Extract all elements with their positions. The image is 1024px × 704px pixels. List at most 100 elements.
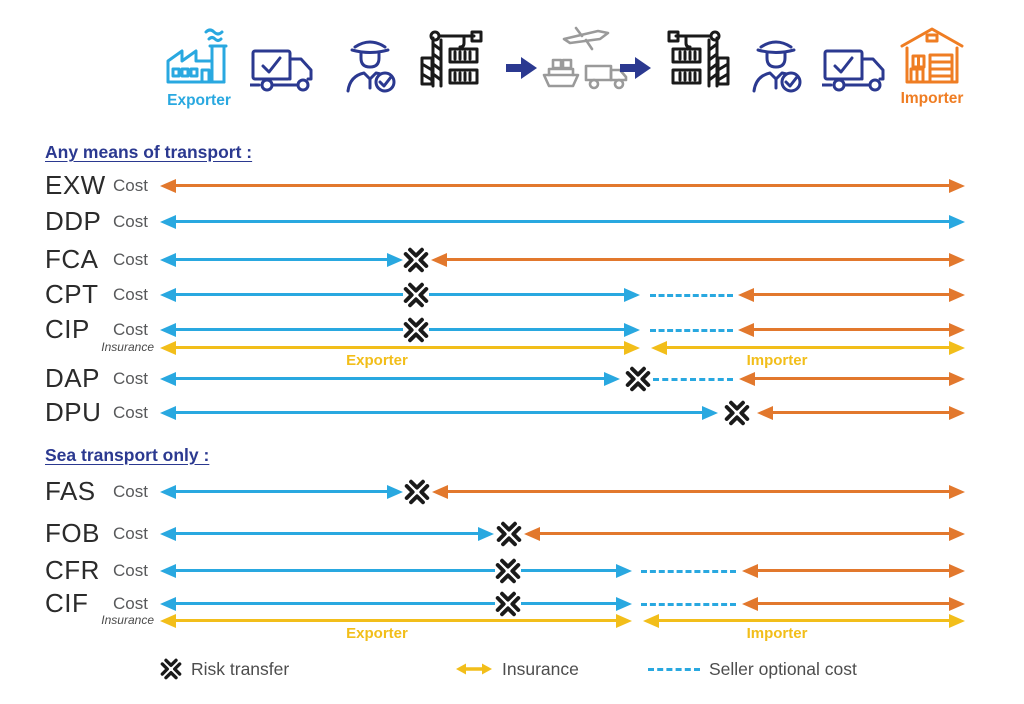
arrowhead-right-icon (949, 288, 965, 302)
arrowhead-right-icon (949, 341, 965, 355)
delivery-truck-icon (820, 44, 894, 96)
arrowhead-left-icon (160, 288, 176, 302)
flow-arrow-icon (506, 55, 538, 81)
risk-transfer-icon (495, 558, 521, 584)
arrowhead-right-icon (949, 614, 965, 628)
exporter-factory-label: Exporter (167, 92, 231, 109)
arrowhead-right-icon (949, 597, 965, 611)
arrowhead-right-icon (616, 564, 632, 578)
cost-arrow-segment (650, 328, 733, 332)
arrowhead-left-icon (160, 527, 176, 541)
arrowhead-right-icon (616, 614, 632, 628)
cost-arrow-segment (173, 328, 627, 332)
term-code: CFR (45, 555, 100, 585)
arrowhead-left-icon (160, 179, 176, 193)
cost-label: Cost (113, 594, 148, 613)
party-label: Exporter (346, 625, 408, 642)
legend-label: Risk transfer (191, 658, 290, 679)
cost-arrow-segment (173, 411, 705, 415)
insurance-label: Insurance (101, 613, 154, 627)
arrowhead-right-icon (949, 372, 965, 386)
insurance-arrow-icon (455, 661, 493, 677)
risk-transfer-icon (404, 479, 430, 505)
cost-arrow-segment (173, 293, 627, 297)
arrowhead-right-icon (624, 341, 640, 355)
cost-arrow-segment (173, 220, 952, 224)
arrowhead-left-icon (643, 614, 659, 628)
arrowhead-left-icon (524, 527, 540, 541)
cost-arrow-segment (641, 569, 736, 573)
arrowhead-left-icon (432, 485, 448, 499)
seller-optional-cost-dash-icon (648, 667, 700, 671)
exporter-factory-icon (160, 24, 238, 90)
insurance-arrow-segment (173, 346, 627, 350)
term-code: FAS (45, 476, 96, 506)
importer-warehouse-label: Importer (900, 90, 964, 107)
arrowhead-left-icon (160, 341, 176, 355)
risk-transfer-icon (403, 282, 429, 308)
main-carriage-transport-icon (540, 24, 630, 94)
arrowhead-right-icon (624, 323, 640, 337)
arrowhead-right-icon (387, 253, 403, 267)
arrowhead-left-icon (431, 253, 447, 267)
party-label: Exporter (346, 352, 408, 369)
arrowhead-left-icon (742, 597, 758, 611)
cost-arrow-segment (173, 184, 952, 188)
cost-arrow-segment (752, 377, 952, 381)
flow-arrow-icon (620, 55, 652, 81)
risk-transfer-icon (403, 317, 429, 343)
cost-arrow-segment (770, 411, 952, 415)
arrowhead-right-icon (949, 406, 965, 420)
cost-arrow-segment (173, 569, 619, 573)
risk-transfer-icon (495, 591, 521, 617)
export-customs-officer-icon (338, 33, 402, 95)
arrowhead-left-icon (160, 597, 176, 611)
term-code: EXW (45, 170, 106, 200)
cost-arrow-segment (650, 293, 733, 297)
cost-arrow-segment (173, 490, 390, 494)
cost-arrow-segment (755, 569, 952, 573)
arrowhead-left-icon (739, 372, 755, 386)
arrowhead-right-icon (949, 564, 965, 578)
arrowhead-right-icon (949, 179, 965, 193)
loading-crane-icon (420, 28, 494, 92)
import-customs-officer-icon (744, 33, 808, 95)
insurance-arrow-segment (173, 619, 619, 623)
risk-transfer-icon (403, 247, 429, 273)
term-code: CIP (45, 314, 90, 344)
unloading-crane-icon (656, 28, 730, 92)
section-heading: Sea transport only : (45, 445, 210, 465)
legend-item: Seller optional cost (648, 656, 857, 682)
cost-arrow-segment (751, 293, 952, 297)
cost-arrow-segment (537, 532, 952, 536)
cost-arrow-segment (444, 258, 952, 262)
cost-label: Cost (113, 482, 148, 501)
insurance-arrow-segment (656, 619, 952, 623)
cost-label: Cost (113, 320, 148, 339)
arrowhead-right-icon (624, 288, 640, 302)
arrowhead-left-icon (160, 564, 176, 578)
arrowhead-left-icon (738, 323, 754, 337)
legend-label: Seller optional cost (709, 658, 857, 679)
legend-label: Insurance (502, 658, 579, 679)
cost-label: Cost (113, 176, 148, 195)
arrowhead-right-icon (949, 215, 965, 229)
arrowhead-left-icon (651, 341, 667, 355)
party-label: Importer (746, 352, 808, 369)
term-code: DDP (45, 206, 102, 236)
cost-label: Cost (113, 561, 148, 580)
cost-label: Cost (113, 285, 148, 304)
cost-arrow-segment (173, 532, 481, 536)
arrowhead-right-icon (478, 527, 494, 541)
importer-warehouse-icon (899, 24, 965, 88)
risk-transfer-icon (724, 400, 750, 426)
term-code: FCA (45, 244, 99, 274)
insurance-arrow-segment (664, 346, 952, 350)
pickup-truck-icon (248, 44, 322, 96)
risk-transfer-icon (496, 521, 522, 547)
cost-arrow-segment (755, 602, 952, 606)
arrowhead-left-icon (738, 288, 754, 302)
arrowhead-left-icon (160, 485, 176, 499)
arrowhead-left-icon (160, 372, 176, 386)
